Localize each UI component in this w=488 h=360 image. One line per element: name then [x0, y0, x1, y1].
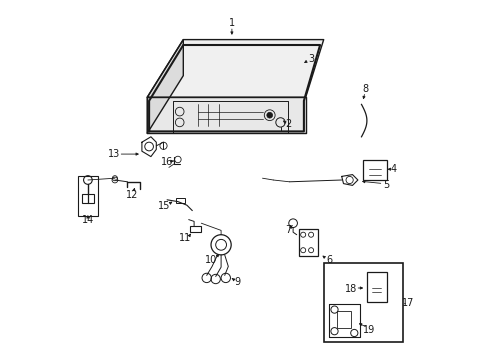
- Text: 8: 8: [361, 84, 367, 94]
- Bar: [78, 176, 98, 216]
- Text: 4: 4: [389, 164, 395, 174]
- Text: 11: 11: [179, 233, 191, 243]
- Text: 7: 7: [285, 225, 291, 235]
- Text: 16: 16: [161, 157, 173, 167]
- Text: 2: 2: [285, 119, 291, 129]
- Text: 15: 15: [158, 201, 170, 211]
- Bar: [366, 272, 386, 302]
- Bar: [363, 160, 386, 180]
- Text: 19: 19: [363, 325, 375, 336]
- Text: 3: 3: [307, 54, 313, 64]
- Text: 6: 6: [325, 255, 331, 265]
- Bar: [190, 226, 201, 232]
- Polygon shape: [147, 40, 323, 97]
- Circle shape: [266, 112, 272, 118]
- Text: 12: 12: [126, 190, 138, 200]
- Text: 17: 17: [401, 298, 414, 308]
- Text: 5: 5: [382, 180, 388, 190]
- Bar: [176, 198, 185, 203]
- Text: 13: 13: [108, 149, 120, 159]
- Text: 18: 18: [345, 284, 357, 294]
- Text: 1: 1: [228, 18, 234, 28]
- Text: 9: 9: [234, 276, 240, 287]
- Bar: [81, 194, 94, 203]
- Polygon shape: [147, 97, 305, 133]
- Text: 14: 14: [81, 215, 94, 225]
- Bar: [336, 311, 351, 328]
- Bar: [298, 229, 318, 256]
- Bar: [323, 263, 402, 342]
- Text: 10: 10: [205, 255, 217, 265]
- Polygon shape: [147, 40, 183, 133]
